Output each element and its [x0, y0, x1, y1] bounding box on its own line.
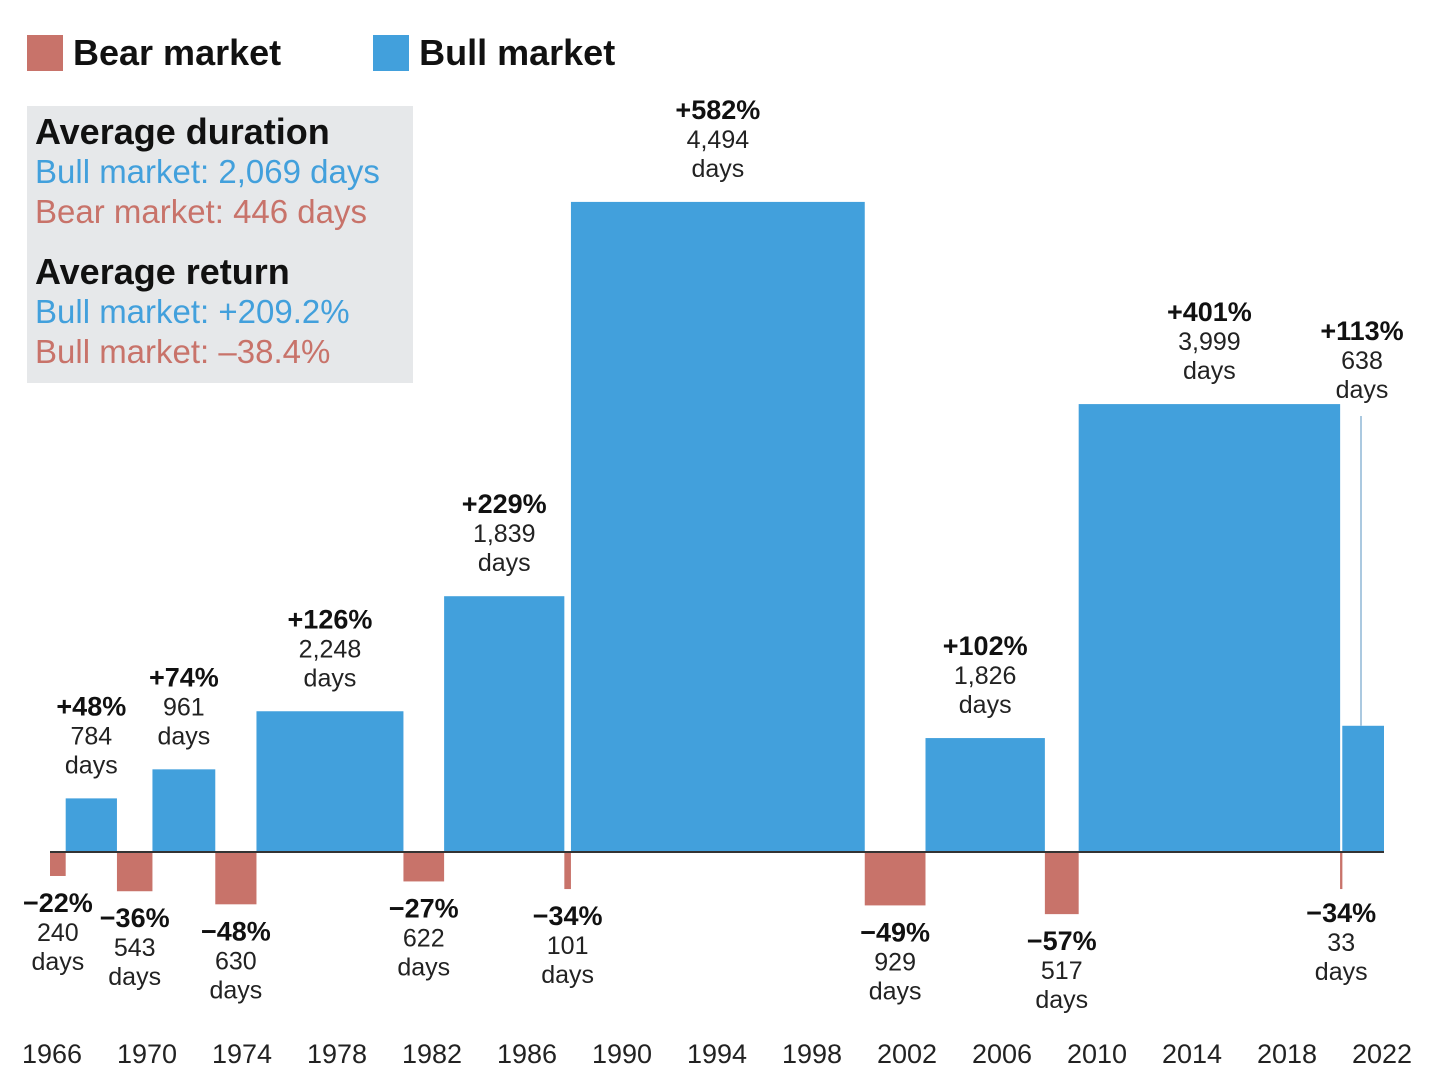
return-label: −22% [23, 888, 93, 918]
return-bear: Bull market: –38.4% [35, 333, 331, 370]
x-tick-label: 2014 [1162, 1039, 1222, 1069]
duration-label: 517 [1041, 957, 1083, 985]
bull-market-bar [925, 738, 1045, 852]
x-tick-label: 1998 [782, 1039, 842, 1069]
duration-unit-label: days [691, 155, 744, 183]
duration-title: Average duration [35, 111, 330, 152]
summary-box: Average duration Bull market: 2,069 days… [27, 106, 413, 383]
return-label: +102% [943, 631, 1028, 661]
duration-label: 101 [547, 932, 589, 960]
x-tick-label: 1978 [307, 1039, 367, 1069]
legend-label-bear: Bear market [73, 32, 282, 73]
duration-label: 1,839 [473, 520, 536, 548]
x-tick-label: 2010 [1067, 1039, 1127, 1069]
return-label: +126% [288, 604, 373, 634]
x-tick-label: 1966 [22, 1039, 82, 1069]
duration-bear: Bear market: 446 days [35, 193, 367, 230]
duration-unit-label: days [397, 953, 450, 981]
duration-label: 33 [1327, 929, 1355, 957]
return-label: +113% [1320, 316, 1403, 346]
bull-market-bar [152, 769, 216, 852]
x-tick-label: 1990 [592, 1039, 652, 1069]
legend-label-bull: Bull market [419, 32, 616, 73]
bear-swatch [27, 35, 63, 71]
duration-unit-label: days [869, 977, 922, 1005]
duration-unit-label: days [478, 549, 531, 577]
duration-unit-label: days [1315, 958, 1368, 986]
bear-market-bar [50, 852, 66, 876]
duration-unit-label: days [157, 722, 210, 750]
duration-label: 622 [403, 924, 445, 952]
bull-market-bar [444, 596, 565, 852]
bull-market-bar [1078, 404, 1341, 852]
return-label: +48% [56, 691, 126, 721]
duration-unit-label: days [1336, 376, 1389, 404]
duration-label: 240 [37, 919, 79, 947]
bull-market-bar [256, 711, 404, 852]
duration-label: 630 [215, 947, 257, 975]
duration-unit-label: days [65, 751, 118, 779]
duration-unit-label: days [1035, 986, 1088, 1014]
duration-label: 961 [163, 693, 205, 721]
bear-market-bar [1044, 852, 1079, 915]
return-label: −57% [1027, 926, 1097, 956]
return-label: −34% [1306, 898, 1376, 928]
duration-unit-label: days [304, 664, 357, 692]
legend-item-bear: Bear market [27, 32, 281, 74]
return-title: Average return [35, 251, 290, 292]
duration-label: 638 [1341, 347, 1383, 375]
duration-label: 4,494 [687, 126, 750, 154]
duration-unit-label: days [1183, 357, 1236, 385]
x-tick-label: 1974 [212, 1039, 272, 1069]
return-label: −48% [201, 916, 271, 946]
x-tick-label: 1982 [402, 1039, 462, 1069]
duration-bull: Bull market: 2,069 days [35, 153, 380, 190]
return-label: +229% [462, 489, 547, 519]
return-bull: Bull market: +209.2% [35, 293, 350, 330]
bear-market-bar [116, 852, 153, 892]
duration-unit-label: days [31, 948, 84, 976]
legend: Bear market Bull market [27, 32, 707, 74]
return-label: −27% [389, 893, 459, 923]
bull-market-bar [1342, 725, 1384, 852]
duration-unit-label: days [959, 691, 1012, 719]
x-tick-label: 1986 [497, 1039, 557, 1069]
x-tick-label: 1994 [687, 1039, 747, 1069]
x-tick-label: 2022 [1352, 1039, 1412, 1069]
duration-unit-label: days [108, 963, 161, 991]
legend-item-bull: Bull market [373, 32, 615, 74]
x-tick-label: 2002 [877, 1039, 937, 1069]
bull-market-bar [65, 798, 117, 852]
return-label: −34% [533, 901, 603, 931]
duration-label: 1,826 [954, 662, 1017, 690]
bear-market-bar [564, 852, 571, 890]
return-label: +582% [675, 95, 760, 125]
bear-market-bar [864, 852, 926, 906]
x-tick-label: 1970 [117, 1039, 177, 1069]
bear-market-bar [403, 852, 445, 882]
return-label: +74% [149, 662, 219, 692]
duration-label: 929 [874, 948, 916, 976]
duration-unit-label: days [209, 976, 262, 1004]
duration-label: 3,999 [1178, 328, 1241, 356]
return-label: +401% [1167, 297, 1252, 327]
duration-unit-label: days [541, 961, 594, 989]
x-tick-label: 2006 [972, 1039, 1032, 1069]
return-label: −36% [100, 903, 170, 933]
bear-market-bar [215, 852, 257, 905]
duration-label: 784 [70, 722, 112, 750]
duration-label: 543 [114, 934, 156, 962]
duration-label: 2,248 [299, 635, 362, 663]
bull-swatch [373, 35, 410, 71]
return-label: −49% [860, 917, 930, 947]
x-tick-label: 2018 [1257, 1039, 1317, 1069]
bull-market-bar [570, 201, 865, 852]
